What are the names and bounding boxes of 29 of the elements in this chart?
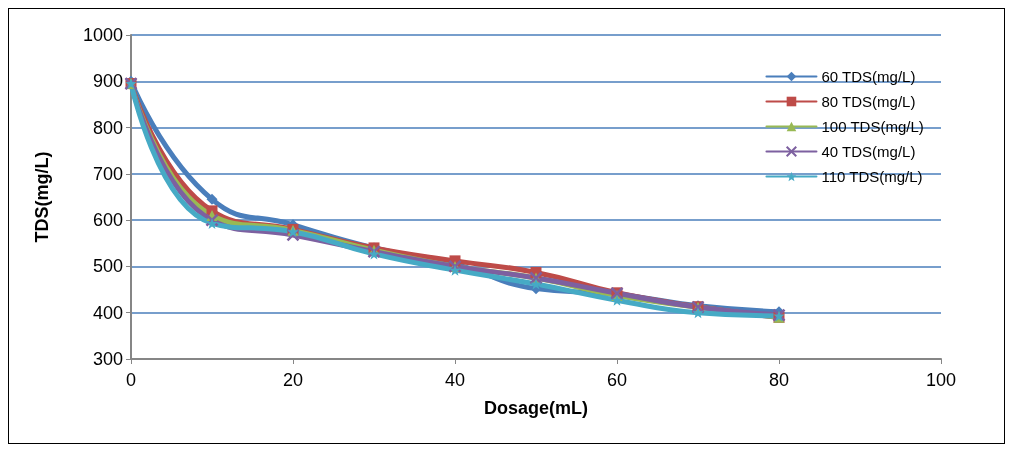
legend-label: 80 TDS(mg/L) [821, 93, 916, 110]
y-tick-label: 300 [92, 349, 123, 369]
y-tick-label: 400 [92, 302, 123, 323]
x-tick-label: 0 [125, 370, 137, 390]
point [692, 307, 704, 319]
y-tick-label: 500 [92, 256, 123, 277]
y-tick-label: 1000 [82, 25, 123, 45]
point [368, 248, 380, 260]
legend-label: 110 TDS(mg/L) [821, 168, 923, 185]
point [611, 294, 623, 306]
x-axis-title: Dosage(mL) [483, 398, 589, 418]
point [205, 213, 219, 227]
point [206, 217, 218, 229]
y-tick-label: 700 [92, 163, 123, 184]
legend-label: 100 TDS(mg/L) [821, 118, 924, 135]
y-axis-title: TDS(mg/L) [32, 151, 52, 243]
x-tick-label: 20 [282, 370, 304, 390]
point [286, 228, 300, 242]
y-tick-label: 800 [92, 117, 123, 138]
x-tick-label: 80 [768, 370, 790, 390]
legend-label: 60 TDS(mg/L) [821, 68, 916, 85]
y-tick-label: 900 [92, 71, 123, 92]
y-tick-label: 600 [92, 210, 123, 231]
x-tick-label: 100 [925, 370, 957, 390]
x-tick-label: 40 [444, 370, 466, 390]
point [206, 193, 218, 205]
x-tick-label: 60 [606, 370, 628, 390]
point [449, 264, 461, 276]
legend-label: 40 TDS(mg/L) [821, 143, 916, 160]
